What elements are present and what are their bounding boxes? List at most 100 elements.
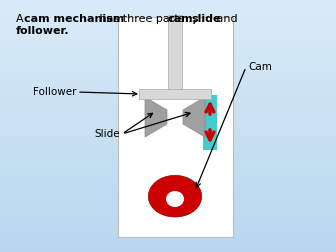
Bar [0, 177, 336, 178]
Bar [0, 123, 336, 124]
Bar [0, 1, 336, 2]
Bar [0, 53, 336, 54]
Bar [0, 222, 336, 223]
Bar [0, 3, 336, 4]
Bar [0, 74, 336, 75]
Bar [0, 105, 336, 106]
Bar [0, 26, 336, 27]
Bar [0, 115, 336, 116]
Bar [0, 161, 336, 162]
Bar [0, 146, 336, 147]
Bar [0, 183, 336, 184]
Bar [0, 200, 336, 201]
Bar [0, 118, 336, 119]
Bar [0, 238, 336, 239]
Bar [0, 228, 336, 229]
Bar [0, 251, 336, 252]
Bar [0, 57, 336, 58]
Bar [0, 236, 336, 237]
Bar [0, 127, 336, 128]
Bar [0, 37, 336, 38]
Bar [0, 160, 336, 161]
Bar [0, 226, 336, 227]
Bar [0, 142, 336, 143]
Text: cam,: cam, [168, 14, 198, 24]
Bar [0, 114, 336, 115]
Bar [0, 86, 336, 87]
Bar [0, 214, 336, 215]
Bar [0, 71, 336, 72]
Bar [0, 93, 336, 94]
Bar [0, 154, 336, 155]
Bar [0, 10, 336, 11]
Bar [0, 157, 336, 158]
Bar [0, 151, 336, 152]
Bar [0, 49, 336, 50]
Bar [0, 239, 336, 240]
Bar [0, 199, 336, 200]
Bar [0, 27, 336, 28]
Bar [0, 193, 336, 194]
Bar [0, 128, 336, 129]
Bar [0, 124, 336, 125]
Bar [0, 213, 336, 214]
Bar [0, 63, 336, 64]
Bar [0, 125, 336, 126]
Bar [0, 237, 336, 238]
Bar [0, 14, 336, 15]
Bar [0, 52, 336, 53]
Bar [0, 122, 336, 123]
Bar [0, 48, 336, 49]
Bar [0, 219, 336, 220]
Bar [0, 60, 336, 61]
Bar [0, 187, 336, 188]
Bar [0, 131, 336, 132]
Bar [0, 91, 336, 92]
Bar [0, 24, 336, 25]
Text: slide: slide [192, 14, 221, 24]
Bar [0, 184, 336, 185]
Bar [0, 66, 336, 67]
Bar [0, 6, 336, 7]
Bar [0, 188, 336, 189]
Bar [0, 170, 336, 171]
Bar [0, 39, 336, 40]
Bar [0, 149, 336, 150]
Bar [0, 31, 336, 32]
Bar [0, 113, 336, 114]
Bar [0, 100, 336, 101]
Text: Follower: Follower [33, 87, 76, 97]
Bar [0, 156, 336, 157]
Bar [0, 34, 336, 35]
Bar [0, 42, 336, 43]
Bar [0, 46, 336, 47]
Bar [0, 38, 336, 39]
Bar [0, 135, 336, 136]
Bar [0, 112, 336, 113]
Text: follower.: follower. [16, 26, 70, 36]
FancyBboxPatch shape [203, 94, 217, 149]
Bar [0, 205, 336, 206]
Bar [0, 120, 336, 121]
Bar [0, 2, 336, 3]
Bar [0, 80, 336, 81]
Bar [0, 234, 336, 235]
Bar [0, 92, 336, 93]
Bar [0, 44, 336, 45]
Bar [0, 169, 336, 170]
Bar [0, 79, 336, 80]
Polygon shape [183, 97, 205, 137]
Bar [0, 54, 336, 55]
Bar [0, 7, 336, 8]
Bar [0, 209, 336, 210]
Bar [0, 19, 336, 20]
Bar [0, 50, 336, 51]
Bar [0, 76, 336, 77]
Bar [0, 56, 336, 57]
Bar [0, 0, 336, 1]
Bar [0, 208, 336, 209]
Bar [0, 4, 336, 5]
Bar [0, 162, 336, 163]
Bar [0, 62, 336, 63]
Bar [0, 249, 336, 250]
